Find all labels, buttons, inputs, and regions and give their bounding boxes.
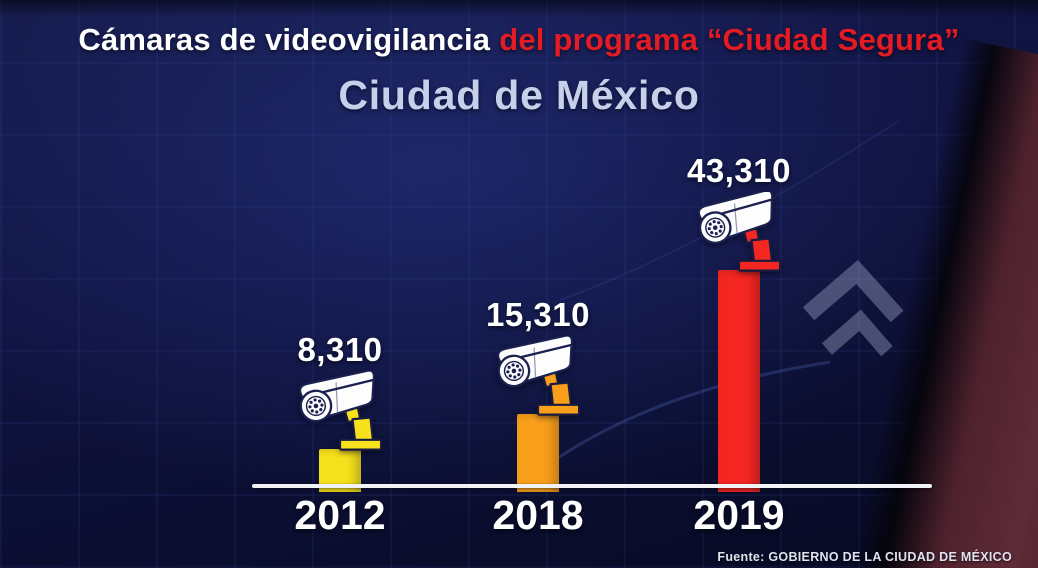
x-axis-label: 2018 (492, 492, 584, 538)
x-axis-label: 2019 (693, 492, 785, 538)
x-axis-line (252, 484, 932, 488)
value-label: 8,310 (297, 331, 383, 368)
bar (517, 414, 559, 492)
bar-group: 8,310 (280, 331, 400, 492)
bar-group: 15,310 (478, 296, 598, 492)
x-axis-label: 2012 (294, 492, 386, 538)
bar-group: 43,310 (679, 152, 799, 492)
source-note: Fuente: GOBIERNO DE LA CIUDAD DE MÉXICO (717, 550, 1012, 564)
bar (718, 270, 760, 492)
value-label: 15,310 (486, 296, 590, 333)
cctv-camera-icon (496, 336, 581, 416)
value-label: 43,310 (687, 152, 791, 189)
cctv-camera-icon (697, 192, 782, 272)
cctv-camera-icon (298, 371, 383, 451)
